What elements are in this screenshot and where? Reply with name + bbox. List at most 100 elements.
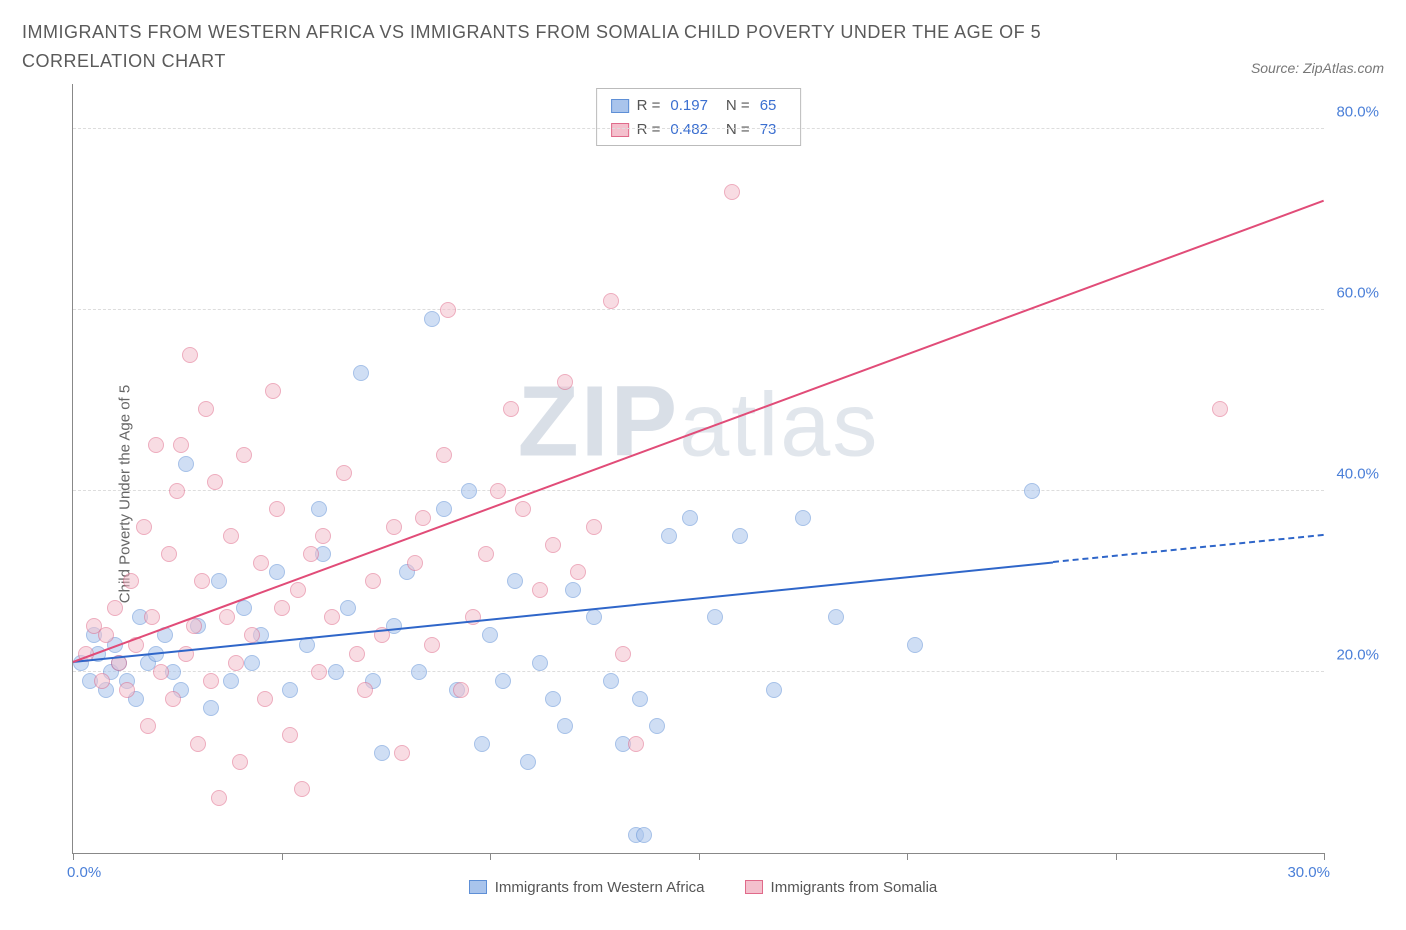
data-point <box>153 664 169 680</box>
data-point <box>795 510 811 526</box>
data-point <box>148 437 164 453</box>
data-point <box>244 627 260 643</box>
n-value: 73 <box>760 118 777 142</box>
x-tick <box>907 853 908 860</box>
data-point <box>507 573 523 589</box>
data-point <box>94 673 110 689</box>
r-label: R = <box>637 94 661 118</box>
data-point <box>257 691 273 707</box>
data-point <box>828 609 844 625</box>
data-point <box>374 745 390 761</box>
data-point <box>628 736 644 752</box>
data-point <box>386 519 402 535</box>
x-tick <box>490 853 491 860</box>
series-legend-item: Immigrants from Western Africa <box>469 879 705 896</box>
x-tick <box>1324 853 1325 860</box>
legend-swatch <box>611 99 629 113</box>
data-point <box>603 293 619 309</box>
data-point <box>340 600 356 616</box>
data-point <box>194 573 210 589</box>
data-point <box>198 401 214 417</box>
data-point <box>586 519 602 535</box>
data-point <box>394 745 410 761</box>
data-point <box>365 573 381 589</box>
legend-swatch <box>611 123 629 137</box>
data-point <box>424 311 440 327</box>
data-point <box>615 646 631 662</box>
data-point <box>228 655 244 671</box>
data-point <box>219 609 235 625</box>
data-point <box>336 465 352 481</box>
data-point <box>490 483 506 499</box>
data-point <box>282 727 298 743</box>
data-point <box>1212 401 1228 417</box>
data-point <box>565 582 581 598</box>
gridline <box>73 309 1324 310</box>
data-point <box>186 618 202 634</box>
y-tick-label: 60.0% <box>1336 284 1379 301</box>
r-value: 0.197 <box>670 94 708 118</box>
legend-row: R =0.197N =65 <box>611 94 787 118</box>
data-point <box>357 682 373 698</box>
data-point <box>182 347 198 363</box>
data-point <box>461 483 477 499</box>
data-point <box>315 528 331 544</box>
legend-swatch <box>469 880 487 894</box>
data-point <box>411 664 427 680</box>
gridline <box>73 490 1324 491</box>
data-point <box>311 501 327 517</box>
data-point <box>236 600 252 616</box>
data-point <box>907 637 923 653</box>
data-point <box>294 781 310 797</box>
data-point <box>636 827 652 843</box>
y-tick-label: 20.0% <box>1336 646 1379 663</box>
data-point <box>465 609 481 625</box>
data-point <box>173 437 189 453</box>
y-tick-label: 40.0% <box>1336 465 1379 482</box>
r-value: 0.482 <box>670 118 708 142</box>
data-point <box>140 718 156 734</box>
n-label: N = <box>726 94 750 118</box>
data-point <box>515 501 531 517</box>
data-point <box>732 528 748 544</box>
data-point <box>436 501 452 517</box>
data-point <box>474 736 490 752</box>
data-point <box>119 682 135 698</box>
data-point <box>144 609 160 625</box>
data-point <box>324 609 340 625</box>
data-point <box>169 483 185 499</box>
data-point <box>557 718 573 734</box>
data-point <box>211 573 227 589</box>
series-name: Immigrants from Somalia <box>771 879 938 896</box>
data-point <box>570 564 586 580</box>
data-point <box>290 582 306 598</box>
gridline <box>73 671 1324 672</box>
data-point <box>724 184 740 200</box>
data-point <box>453 682 469 698</box>
data-point <box>203 673 219 689</box>
data-point <box>440 302 456 318</box>
trend-line <box>73 199 1325 662</box>
data-point <box>557 374 573 390</box>
data-point <box>532 655 548 671</box>
data-point <box>123 573 139 589</box>
legend-row: R = 0.482 N = 73 <box>611 118 787 142</box>
data-point <box>632 691 648 707</box>
data-point <box>766 682 782 698</box>
data-point <box>353 365 369 381</box>
data-point <box>495 673 511 689</box>
x-tick <box>1116 853 1117 860</box>
data-point <box>407 555 423 571</box>
data-point <box>1024 483 1040 499</box>
n-label: N = <box>726 118 750 142</box>
series-legend-item: Immigrants from Somalia <box>745 879 938 896</box>
data-point <box>107 600 123 616</box>
data-point <box>269 564 285 580</box>
data-point <box>603 673 619 689</box>
data-point <box>223 528 239 544</box>
source-label: Source: ZipAtlas.com <box>1251 60 1384 76</box>
data-point <box>203 700 219 716</box>
data-point <box>482 627 498 643</box>
data-point <box>545 537 561 553</box>
r-label: R = <box>637 118 661 142</box>
